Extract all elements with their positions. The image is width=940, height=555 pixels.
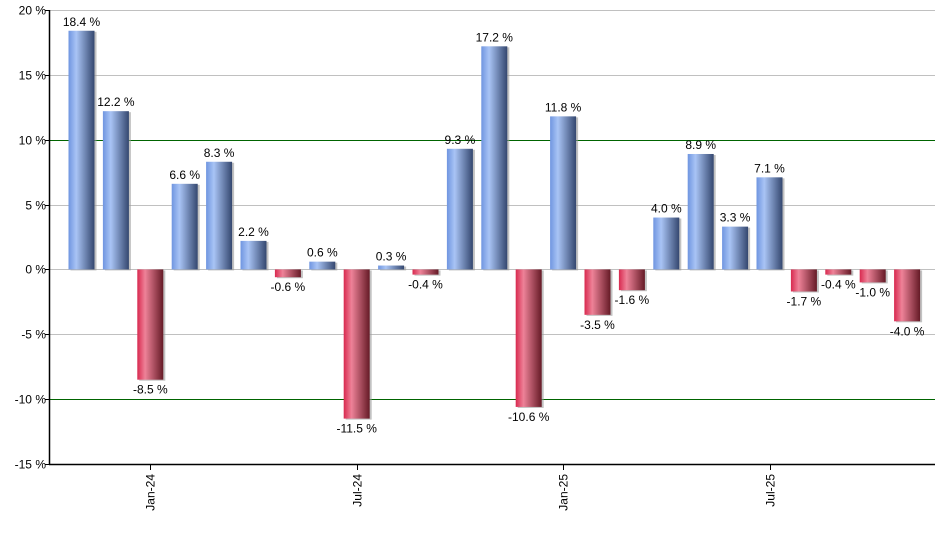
bar: [618, 269, 645, 291]
bar: [584, 269, 611, 315]
axes: 20 % 15 % 10 % 5 % 0 % -5 % -10 % -15 % Jan-24 Ju…: [15, 4, 935, 511]
data-label: -1.7 %: [787, 294, 822, 308]
bar: [102, 111, 129, 270]
data-label: 18.4 %: [63, 15, 101, 29]
bar: [274, 269, 301, 278]
bar: [343, 269, 370, 419]
y-tick-label: 0 %: [25, 263, 46, 277]
bar: [825, 269, 852, 275]
x-tick-label: Jul-25: [764, 474, 778, 507]
data-label: 7.1 %: [754, 161, 785, 175]
bar: [68, 30, 95, 270]
bar: [137, 269, 164, 380]
bar: [790, 269, 817, 292]
x-tick-label: Jul-24: [351, 474, 365, 507]
bar: [446, 148, 473, 270]
bar: [515, 269, 542, 407]
data-label: -0.4 %: [408, 278, 443, 292]
bar: [171, 183, 198, 270]
bar: [722, 226, 749, 270]
bar: [653, 217, 680, 270]
bar: [894, 269, 921, 322]
data-label: 12.2 %: [97, 95, 135, 109]
data-label: -4.0 %: [890, 324, 925, 338]
bar: [240, 240, 267, 270]
data-label: 9.3 %: [445, 133, 476, 147]
data-label: 17.2 %: [476, 30, 514, 44]
bar: [309, 261, 336, 270]
y-tick-label: -5 %: [21, 328, 46, 342]
bar: [481, 46, 508, 270]
data-label: 6.6 %: [169, 168, 200, 182]
data-label: 0.6 %: [307, 246, 338, 260]
bar: [412, 269, 439, 275]
data-label: -0.6 %: [271, 280, 306, 294]
y-tick-label: 20 %: [19, 4, 47, 18]
bar: [859, 269, 886, 283]
x-tick-label: Jan-25: [557, 474, 571, 511]
data-label: -1.6 %: [615, 293, 650, 307]
data-label: 8.9 %: [685, 138, 716, 152]
data-label: -0.4 %: [821, 278, 856, 292]
y-tick-label: 15 %: [19, 69, 47, 83]
x-tick-label: Jan-24: [144, 474, 158, 511]
data-label: -11.5 %: [336, 422, 377, 436]
y-tick-label: 5 %: [25, 199, 46, 213]
data-label: -10.6 %: [508, 410, 550, 424]
bar: [206, 161, 233, 270]
data-label: -8.5 %: [133, 383, 168, 397]
data-label: 3.3 %: [720, 211, 751, 225]
data-label: 4.0 %: [651, 202, 682, 216]
bars: 18.4 % 12.2 % -8.5 % 6.6 % 8.3 % 2.2 % -0.6 % 0…: [63, 15, 925, 436]
bar: [756, 177, 783, 270]
data-label: -3.5 %: [580, 318, 615, 332]
data-label: 2.2 %: [238, 225, 269, 239]
data-label: 11.8 %: [545, 100, 582, 114]
y-tick-label: 10 %: [19, 134, 47, 148]
data-label: 0.3 %: [376, 250, 407, 264]
y-tick-label: -10 %: [15, 393, 47, 407]
data-label: -1.0 %: [855, 285, 890, 299]
data-label: 8.3 %: [204, 146, 235, 160]
bar: [378, 265, 405, 270]
bar: [687, 153, 714, 270]
y-tick-label: -15 %: [15, 458, 47, 472]
bar: [550, 116, 577, 270]
